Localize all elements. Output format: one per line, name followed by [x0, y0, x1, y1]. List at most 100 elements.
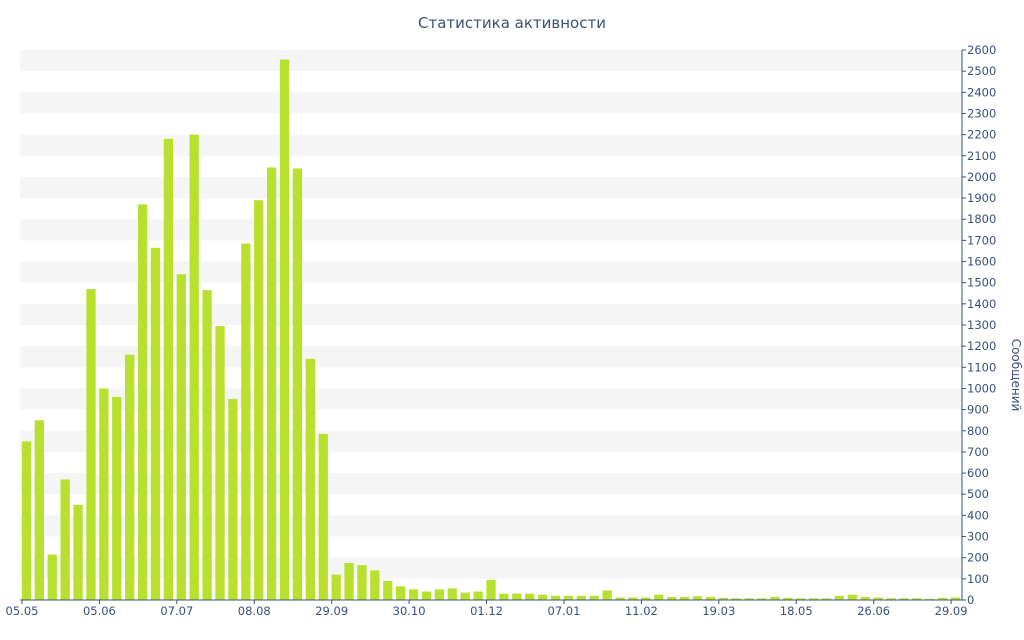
y-tick-label: 2600	[967, 43, 996, 57]
bar	[925, 598, 935, 600]
y-tick-label: 1200	[967, 339, 996, 353]
y-tick-label: 1400	[967, 297, 996, 311]
grid-band	[20, 346, 962, 368]
bar	[899, 598, 909, 600]
y-tick-label: 1100	[967, 360, 996, 374]
bar	[370, 570, 380, 600]
bar	[99, 388, 109, 600]
bar	[331, 574, 341, 600]
bar	[641, 597, 651, 600]
bar	[938, 597, 948, 600]
bar	[125, 354, 135, 600]
bar	[589, 595, 599, 600]
bar	[254, 200, 264, 600]
bar	[602, 590, 612, 600]
bar	[499, 593, 509, 600]
bar	[615, 597, 625, 600]
bar	[873, 597, 883, 600]
x-tick-label: 01.12	[470, 604, 503, 618]
grid-band	[20, 515, 962, 537]
bar	[757, 598, 767, 600]
y-tick-label: 1300	[967, 318, 996, 332]
y-tick-label: 1900	[967, 191, 996, 205]
bar	[808, 598, 819, 600]
bar	[279, 59, 290, 600]
grid-band	[20, 176, 962, 199]
grid-band	[20, 557, 962, 579]
bar	[744, 598, 754, 600]
bar	[770, 596, 780, 600]
bar	[576, 595, 586, 600]
grid-band	[20, 219, 962, 241]
bar	[860, 596, 870, 600]
bar	[886, 598, 896, 600]
y-tick-label: 1600	[967, 255, 996, 269]
y-tick-label: 900	[967, 403, 989, 417]
bar	[344, 562, 354, 600]
bar	[357, 565, 367, 600]
bar	[228, 399, 238, 600]
bar	[266, 167, 277, 600]
y-tick-label: 600	[967, 466, 989, 480]
y-tick-label: 2400	[967, 85, 996, 99]
bar	[550, 595, 561, 600]
bar	[189, 134, 199, 600]
bar	[241, 243, 251, 600]
y-tick-label: 1000	[967, 381, 996, 395]
bar	[912, 598, 922, 600]
y-axis-title: Сообщений	[1009, 339, 1023, 412]
bar	[460, 592, 470, 600]
bar	[486, 579, 496, 600]
y-tick-label: 700	[967, 445, 989, 459]
grid-band	[20, 473, 962, 495]
bar	[408, 589, 419, 600]
x-tick-label: 30.10	[393, 604, 426, 618]
bar	[86, 289, 96, 600]
y-tick-label: 2100	[967, 149, 996, 163]
bar	[47, 554, 57, 600]
y-tick-label: 2500	[967, 64, 996, 78]
bar	[847, 594, 857, 600]
x-tick-label: 29.09	[315, 604, 348, 618]
y-tick-label: 800	[967, 424, 989, 438]
x-tick-label: 26.06	[857, 604, 890, 618]
bar	[473, 591, 483, 600]
bar	[150, 247, 161, 601]
y-tick-label: 2300	[967, 106, 996, 120]
bar	[383, 580, 393, 600]
bar	[628, 597, 638, 600]
grid-band	[20, 388, 962, 410]
bar	[60, 479, 70, 600]
bar	[202, 290, 212, 600]
bar	[421, 591, 432, 600]
bar	[537, 594, 548, 600]
bar	[783, 597, 793, 600]
x-tick-label: 18.05	[780, 604, 813, 618]
bar	[73, 504, 83, 600]
bar	[163, 138, 174, 600]
chart-title: Статистика активности	[418, 14, 606, 32]
y-tick-label: 100	[967, 572, 989, 586]
bar	[512, 593, 522, 600]
bar	[821, 598, 832, 600]
x-tick-label: 11.02	[625, 604, 658, 618]
bar	[654, 594, 664, 600]
y-tick-label: 0	[967, 593, 974, 607]
y-tick-label: 200	[967, 551, 989, 565]
x-tick-label: 19.03	[702, 604, 735, 618]
grid-band	[20, 261, 962, 283]
x-tick-label: 07.07	[160, 604, 193, 618]
x-tick-label: 08.08	[238, 604, 271, 618]
bar	[667, 596, 677, 600]
bar	[731, 598, 741, 600]
x-tick-label: 07.01	[548, 604, 581, 618]
bar	[137, 204, 148, 601]
y-tick-label: 2200	[967, 128, 996, 142]
bar	[563, 595, 574, 600]
y-tick-label: 1500	[967, 276, 996, 290]
bar	[292, 168, 303, 600]
bar	[950, 597, 961, 600]
bar	[305, 358, 315, 600]
grid-band	[20, 92, 962, 114]
